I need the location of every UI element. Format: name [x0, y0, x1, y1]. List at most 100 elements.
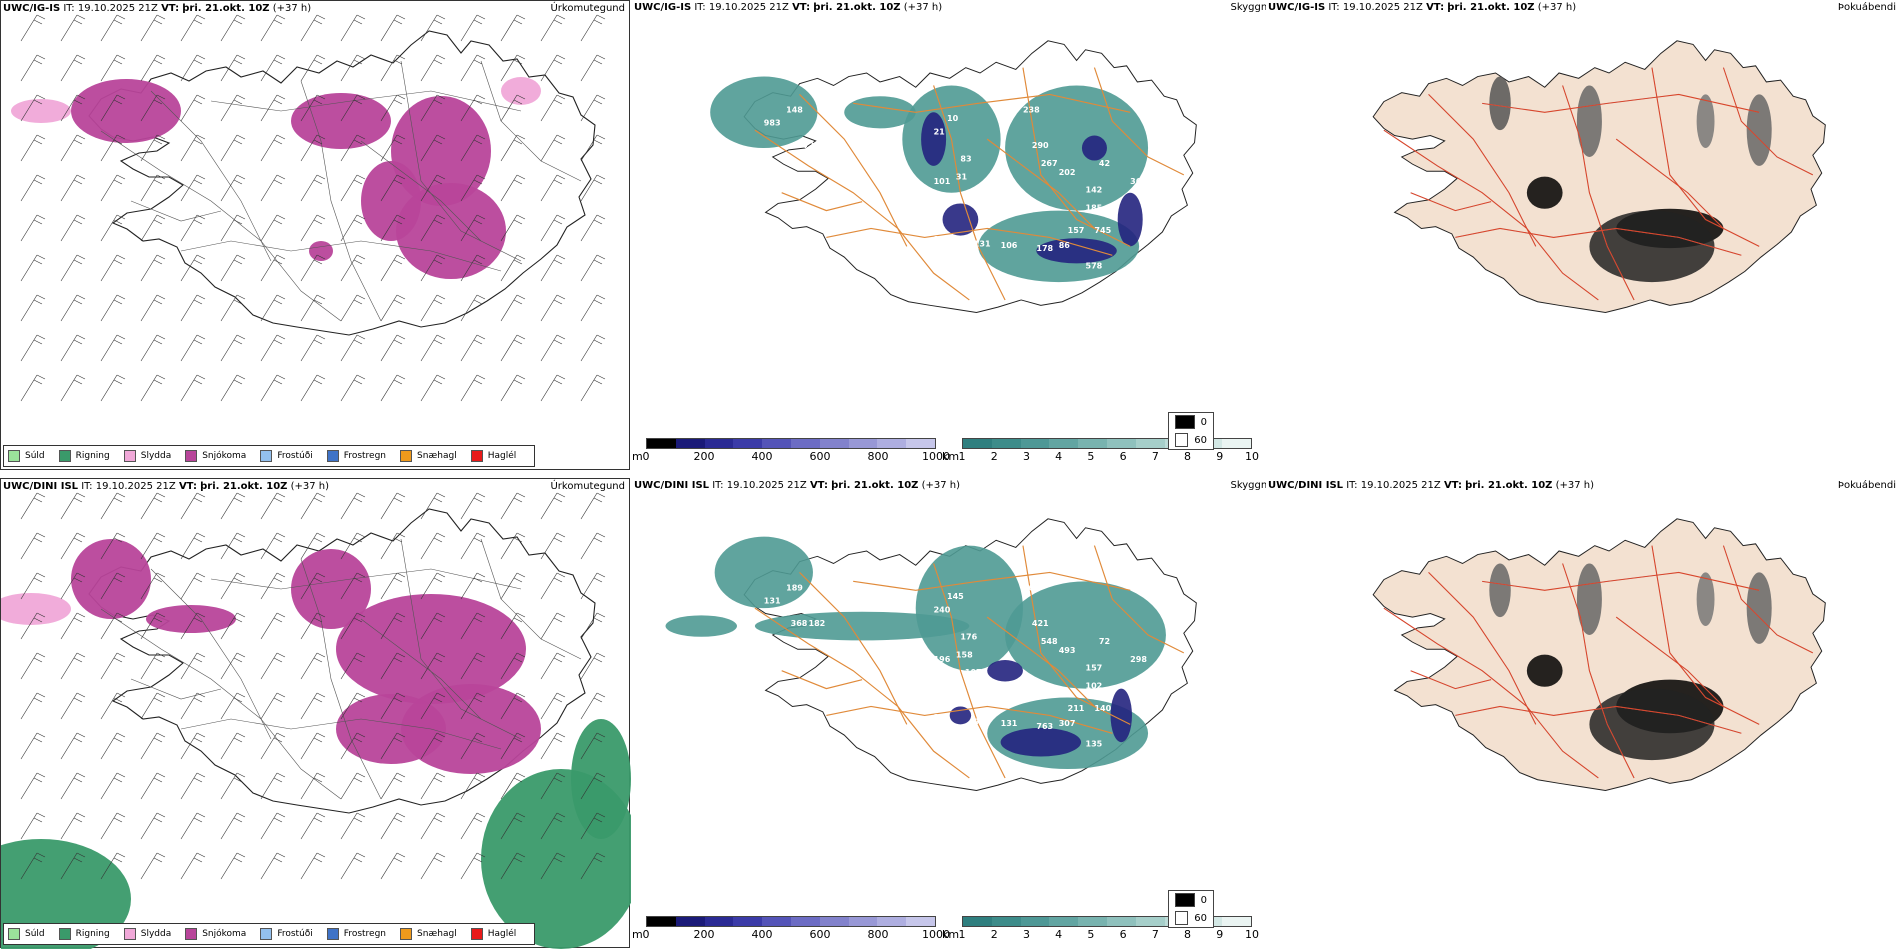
wind-barb — [500, 572, 526, 600]
data-area — [1000, 727, 1082, 757]
wind-barb — [220, 532, 246, 560]
wind-barb — [20, 294, 46, 322]
colorbar-tick: 1 — [958, 450, 966, 463]
data-area — [714, 536, 813, 609]
wind-barb — [340, 334, 366, 362]
wind-barb — [420, 254, 446, 282]
visibility-value-label: 318 — [987, 213, 1004, 222]
panel-header: UWC/DINI ISL IT: 19.10.2025 21Z VT: þri.… — [634, 480, 961, 491]
wind-barb — [340, 54, 366, 82]
wind-barb — [500, 94, 526, 122]
legend-swatch — [185, 928, 198, 940]
road — [1722, 67, 1814, 176]
road — [826, 227, 1113, 256]
wind-barb — [20, 852, 46, 880]
wind-barb — [380, 732, 406, 760]
road — [1562, 85, 1635, 301]
colorbar-tick: 3 — [1022, 928, 1030, 941]
data-area — [1576, 85, 1602, 157]
data-area — [754, 611, 970, 641]
colorbar-tick: 6 — [1119, 450, 1127, 463]
wind-barb — [180, 652, 206, 680]
precip-type-panel: UWC/IG-IS IT: 19.10.2025 21Z VT: þri. 21… — [0, 0, 630, 470]
wind-barb — [20, 492, 46, 520]
legend-label: Frostúði — [277, 451, 313, 461]
wind-barb — [340, 94, 366, 122]
legend-swatch — [470, 928, 483, 940]
wind-barb — [420, 334, 446, 362]
wind-barb — [20, 732, 46, 760]
fog-legend-swatch — [1175, 415, 1195, 429]
wind-barb — [180, 532, 206, 560]
wind-barb — [460, 732, 486, 760]
data-area — [391, 96, 491, 206]
wind-barb — [380, 612, 406, 640]
colorbar-tick: 10 — [1245, 928, 1259, 941]
visibility-value-label: 211 — [1068, 704, 1085, 713]
visibility-value-label: 578 — [1086, 262, 1103, 271]
wind-barb — [20, 532, 46, 560]
wind-barb — [100, 214, 126, 242]
data-area — [1526, 176, 1563, 209]
colorbar-tick: 8 — [1184, 928, 1192, 941]
data-area — [987, 660, 1023, 682]
wind-barb — [220, 772, 246, 800]
wind-barb — [180, 94, 206, 122]
colorbar-tick: 6 — [1119, 928, 1127, 941]
wind-barb — [260, 254, 286, 282]
visibility-value-label: 42 — [1099, 159, 1110, 168]
wind-barb — [220, 692, 246, 720]
visibility-value-label: 367 — [1023, 583, 1040, 592]
wind-barb — [380, 294, 406, 322]
legend-label: Frostregn — [343, 451, 387, 461]
wind-barb — [60, 772, 86, 800]
legend-swatch — [326, 450, 339, 462]
fog-legend-item: 60 — [1169, 431, 1213, 449]
wind-barb — [420, 852, 446, 880]
colorbar-segment — [704, 917, 734, 926]
wind-barb — [140, 532, 166, 560]
legend-item: Snæhagl — [400, 928, 457, 940]
colorbar-tick: 200 — [693, 928, 715, 941]
wind-barb — [420, 492, 446, 520]
wind-barb — [140, 692, 166, 720]
wind-barb — [140, 334, 166, 362]
wind-barb — [100, 572, 126, 600]
fog-legend-label: 60 — [1194, 434, 1207, 446]
wind-barb — [260, 94, 286, 122]
fog-indicator-panel: UWC/DINI ISL IT: 19.10.2025 21Z VT: þri.… — [1266, 478, 1900, 948]
wind-barb — [460, 334, 486, 362]
wind-barb — [580, 492, 606, 520]
wind-barb — [100, 334, 126, 362]
wind-barb — [100, 94, 126, 122]
data-area — [1005, 581, 1166, 689]
wind-barb — [460, 14, 486, 42]
fog-map — [1372, 518, 1826, 791]
legend-item: Súld — [8, 450, 45, 462]
wind-barb — [100, 812, 126, 840]
visibility-value-label: 131 — [764, 597, 781, 606]
wind-barb — [340, 492, 366, 520]
wind-barb — [580, 374, 606, 402]
road — [1410, 670, 1492, 690]
visibility-value-label: 298 — [1130, 655, 1147, 664]
wind-barb — [540, 14, 566, 42]
wind-barb — [460, 94, 486, 122]
road — [210, 568, 522, 590]
colorbar-segment — [906, 439, 935, 448]
wind-barb — [100, 732, 126, 760]
colorbar-segment — [675, 439, 705, 448]
wind-barb — [20, 692, 46, 720]
wind-barb — [60, 692, 86, 720]
visibility-panel: UWC/IG-IS IT: 19.10.2025 21Z VT: þri. 21… — [632, 0, 1272, 470]
visibility-value-label: 196 — [934, 655, 951, 664]
wind-barb — [260, 334, 286, 362]
wind-barb — [180, 612, 206, 640]
wind-barb — [500, 254, 526, 282]
road — [986, 138, 1095, 229]
wind-barb — [140, 134, 166, 162]
data-area — [1036, 238, 1117, 264]
road — [933, 563, 1006, 779]
legend-swatch — [8, 928, 20, 940]
wind-barb — [380, 54, 406, 82]
